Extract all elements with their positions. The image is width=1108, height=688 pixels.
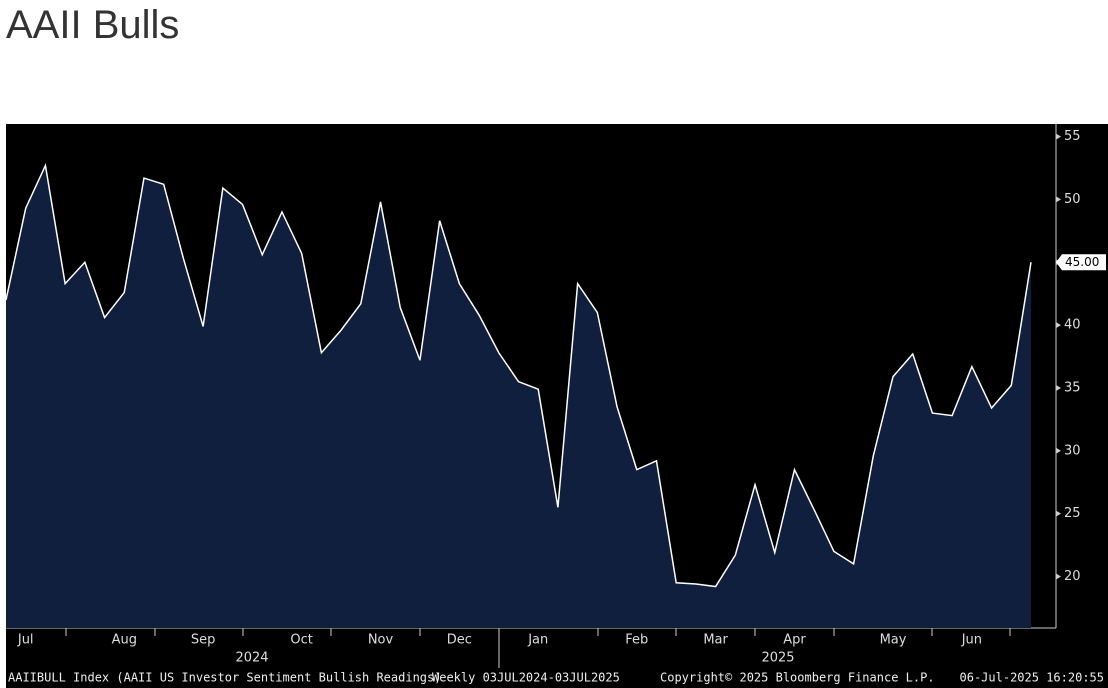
last-value-label: 45.00	[1065, 255, 1099, 269]
y-tick-label: 35	[1064, 380, 1081, 395]
footer-source: AAIIBULL Index (AAII US Investor Sentime…	[8, 671, 441, 685]
y-tick-mark	[1056, 322, 1061, 329]
x-tick-label: Oct	[290, 633, 312, 648]
footer-timestamp: 06-Jul-2025 16:20:55	[960, 671, 1105, 685]
x-tick-label: Dec	[447, 633, 472, 648]
footer-copyright: Copyright© 2025 Bloomberg Finance L.P.	[660, 671, 935, 685]
month-dividers	[65, 628, 1011, 668]
x-tick-label: Jul	[17, 633, 34, 648]
x-tick-label: Aug	[112, 633, 137, 648]
x-tick-label: Jan	[527, 633, 548, 648]
y-tick-label: 55	[1064, 129, 1081, 144]
chart-title: AAII Bulls	[6, 3, 179, 47]
y-tick-label: 25	[1064, 506, 1081, 521]
y-tick-label: 40	[1064, 318, 1081, 333]
y-tick-label: 50	[1064, 192, 1081, 207]
year-label: 2025	[761, 651, 794, 666]
y-tick-mark	[1056, 133, 1061, 140]
x-tick-label: May	[880, 633, 907, 648]
footer-period: Weekly 03JUL2024-03JUL2025	[432, 671, 620, 685]
y-tick-mark	[1056, 573, 1061, 580]
x-tick-label: Mar	[703, 633, 728, 648]
year-label: 2024	[235, 651, 268, 666]
y-tick-label: 20	[1064, 569, 1081, 584]
y-tick-mark	[1056, 384, 1061, 391]
last-value-box	[1056, 254, 1106, 271]
area-fill	[6, 165, 1031, 628]
x-tick-label: Nov	[368, 633, 394, 648]
line	[5, 162, 1032, 588]
y-tick-label: 30	[1064, 443, 1081, 458]
y-tick-mark	[1056, 510, 1061, 517]
x-tick-label: Sep	[191, 633, 216, 648]
x-tick-label: Feb	[625, 633, 648, 648]
y-tick-mark	[1056, 447, 1061, 454]
x-tick-label: Jun	[961, 633, 982, 648]
x-tick-label: Apr	[783, 633, 806, 648]
y-tick-mark	[1056, 196, 1061, 203]
